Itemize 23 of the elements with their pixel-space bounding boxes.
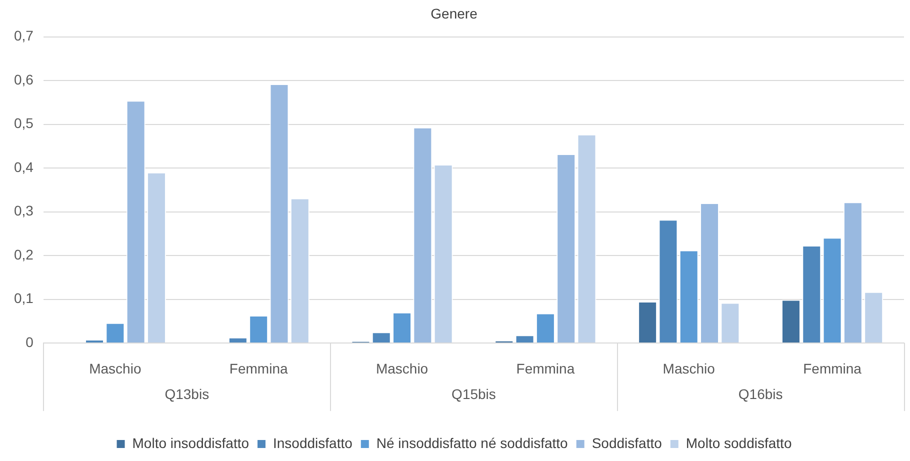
legend-label: Molto soddisfatto	[686, 434, 792, 451]
x-tick-label: Femmina	[516, 360, 575, 376]
legend-label: Soddisfatto	[592, 434, 662, 451]
y-tick-label: 0,4	[14, 158, 34, 175]
x-tick-label: Maschio	[662, 360, 716, 376]
y-tick-label: 0	[26, 334, 34, 350]
y-tick-label: 0,6	[14, 71, 34, 88]
legend-label: Né insoddisfatto né soddisfatto	[376, 434, 568, 451]
x-tick-label: Femmina	[803, 360, 862, 376]
y-tick-label: 0,7	[14, 28, 34, 44]
text: Q16bis	[738, 386, 783, 402]
legend-label: Insoddisfatto	[273, 434, 353, 451]
text: Q15bis	[452, 386, 496, 402]
x-tick-label: Femmina	[229, 360, 288, 376]
y-tick-label: 0,2	[14, 246, 34, 262]
x-tick-label: Maschio	[376, 360, 428, 376]
legend-label: Molto insoddisfatto	[132, 434, 250, 451]
y-tick-label: 0,5	[14, 115, 34, 132]
y-tick-label: 0,3	[14, 202, 34, 219]
chart-title: Genere	[430, 5, 478, 22]
x-tick-label: Maschio	[89, 360, 142, 376]
y-tick-label: 0,1	[14, 290, 34, 306]
text: Q13bis	[164, 386, 210, 402]
